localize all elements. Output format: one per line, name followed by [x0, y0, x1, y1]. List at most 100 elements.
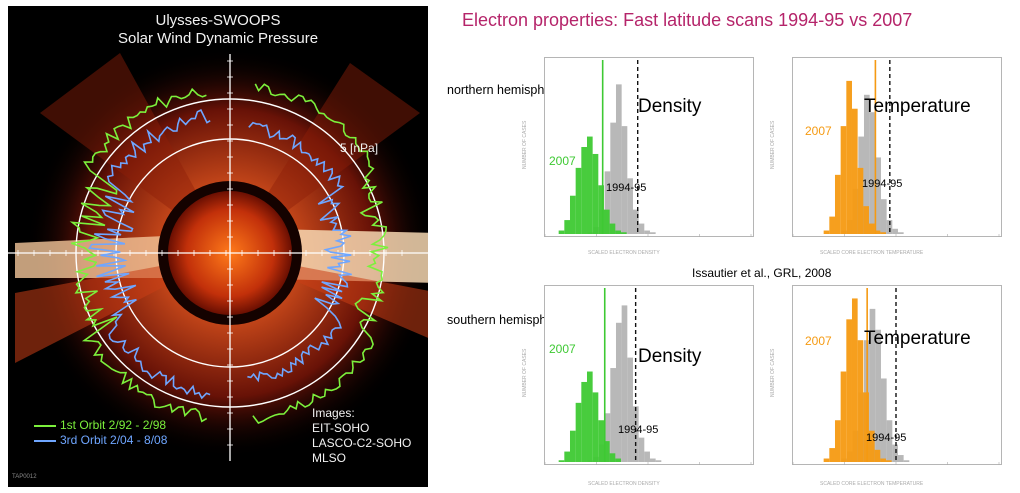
x-axis-label: SCALED CORE ELECTRON TEMPERATURE — [820, 481, 923, 487]
bar-1994-95 — [639, 438, 645, 462]
bar-2007 — [564, 220, 570, 234]
pressure-scale-label: 5 [nPa] — [340, 141, 378, 155]
bar-1994-95 — [892, 445, 898, 462]
bar-2007 — [610, 224, 616, 234]
bar-1994-95 — [616, 84, 622, 234]
bar-2007 — [615, 231, 621, 234]
bar-2007 — [559, 231, 565, 234]
bar-2007 — [835, 175, 841, 234]
electron-properties-title: Electron properties: Fast latitude scans… — [462, 10, 912, 31]
series-label-2007: 2007 — [805, 124, 832, 138]
bar-2007 — [604, 210, 610, 234]
citation: Issautier et al., GRL, 2008 — [692, 266, 831, 280]
bar-2007 — [598, 420, 604, 462]
solar-wind-figure: Ulysses-SWOOPS Solar Wind Dynamic Pressu… — [8, 6, 428, 487]
bar-2007 — [841, 372, 847, 462]
bar-2007 — [610, 453, 616, 462]
y-axis-label: NUMBER OF CASES — [522, 121, 528, 169]
bar-2007 — [824, 459, 830, 462]
series-label-2007: 2007 — [805, 334, 832, 348]
south-density-histogram: Density 2007 1994-95 NUMBER OF CASES SCA… — [508, 282, 758, 492]
credit-line: Images: — [312, 406, 411, 421]
panel-title: Temperature — [864, 96, 971, 118]
bar-2007 — [615, 459, 621, 462]
bar-2007 — [581, 382, 587, 462]
y-axis-label: NUMBER OF CASES — [522, 349, 528, 397]
bar-1994-95 — [610, 368, 616, 462]
bar-2007 — [869, 224, 875, 234]
histogram-bars — [756, 282, 1006, 492]
panel-title: Density — [638, 346, 701, 368]
bar-1994-95 — [627, 358, 633, 462]
legend-label: 1st Orbit 2/92 - 2/98 — [60, 418, 166, 432]
bar-2007 — [824, 231, 830, 234]
bar-1994-95 — [616, 323, 622, 462]
north-temperature-histogram: Temperature 2007 1994-95 NUMBER OF CASES… — [756, 54, 1006, 264]
bar-2007 — [570, 431, 576, 462]
bar-1994-95 — [644, 231, 650, 234]
bar-2007 — [829, 217, 835, 234]
bar-2007 — [846, 81, 852, 234]
bar-2007 — [886, 460, 892, 462]
bar-2007 — [593, 392, 599, 462]
bar-2007 — [576, 403, 582, 462]
histogram-bars — [508, 282, 758, 492]
series-label-2007: 2007 — [549, 342, 576, 356]
series-label-1994-95: 1994-95 — [618, 424, 658, 436]
bar-2007 — [875, 450, 881, 462]
legend-third-orbit: 3rd Orbit 2/04 - 8/08 — [34, 433, 167, 447]
credit-line: EIT-SOHO — [312, 421, 411, 436]
credit-line: MLSO — [312, 451, 411, 466]
series-label-1994-95: 1994-95 — [606, 182, 646, 194]
south-temperature-histogram: Temperature 2007 1994-95 NUMBER OF CASES… — [756, 282, 1006, 492]
bar-1994-95 — [622, 126, 628, 234]
bar-1994-95 — [656, 460, 662, 462]
bar-2007 — [846, 319, 852, 462]
legend-swatch — [34, 425, 56, 427]
panel-title: Temperature — [864, 328, 971, 350]
figure-subtitle: Solar Wind Dynamic Pressure — [8, 30, 428, 47]
y-axis-label: NUMBER OF CASES — [770, 349, 776, 397]
bar-1994-95 — [881, 199, 887, 234]
bar-2007 — [576, 168, 582, 234]
bar-2007 — [835, 420, 841, 462]
bar-2007 — [581, 147, 587, 234]
bar-2007 — [841, 126, 847, 234]
bar-1994-95 — [892, 229, 898, 234]
panel-title: Density — [638, 96, 701, 118]
images-credit: Images: EIT-SOHO LASCO-C2-SOHO MLSO — [312, 406, 411, 466]
bar-2007 — [858, 340, 864, 462]
bar-2007 — [587, 372, 593, 462]
x-axis-label: SCALED CORE ELECTRON TEMPERATURE — [820, 250, 923, 256]
bar-2007 — [852, 109, 858, 234]
bar-2007 — [621, 232, 627, 234]
bar-2007 — [829, 448, 835, 462]
series-label-1994-95: 1994-95 — [866, 432, 906, 444]
bar-2007 — [880, 459, 886, 462]
bar-2007 — [863, 392, 869, 462]
figure-title: Ulysses-SWOOPS — [8, 12, 428, 29]
legend-first-orbit: 1st Orbit 2/92 - 2/98 — [34, 418, 166, 432]
bar-1994-95 — [898, 232, 904, 234]
bar-1994-95 — [870, 112, 876, 234]
y-axis-label: NUMBER OF CASES — [770, 121, 776, 169]
bar-2007 — [564, 452, 570, 462]
legend-swatch — [34, 440, 56, 442]
bar-1994-95 — [610, 123, 616, 234]
bar-2007 — [559, 460, 565, 462]
series-label-2007: 2007 — [549, 154, 576, 168]
bar-1994-95 — [650, 459, 656, 462]
bar-1994-95 — [650, 232, 656, 234]
bar-2007 — [570, 196, 576, 234]
bar-2007 — [863, 206, 869, 234]
bar-1994-95 — [904, 460, 910, 462]
bar-1994-95 — [622, 305, 628, 462]
bar-1994-95 — [881, 378, 887, 462]
bar-1994-95 — [898, 455, 904, 462]
x-axis-label: SCALED ELECTRON DENSITY — [588, 250, 660, 256]
bar-2007 — [587, 137, 593, 234]
histogram-bars — [508, 54, 758, 264]
bar-1994-95 — [644, 452, 650, 462]
legend-label: 3rd Orbit 2/04 - 8/08 — [60, 433, 167, 447]
bar-2007 — [593, 154, 599, 234]
